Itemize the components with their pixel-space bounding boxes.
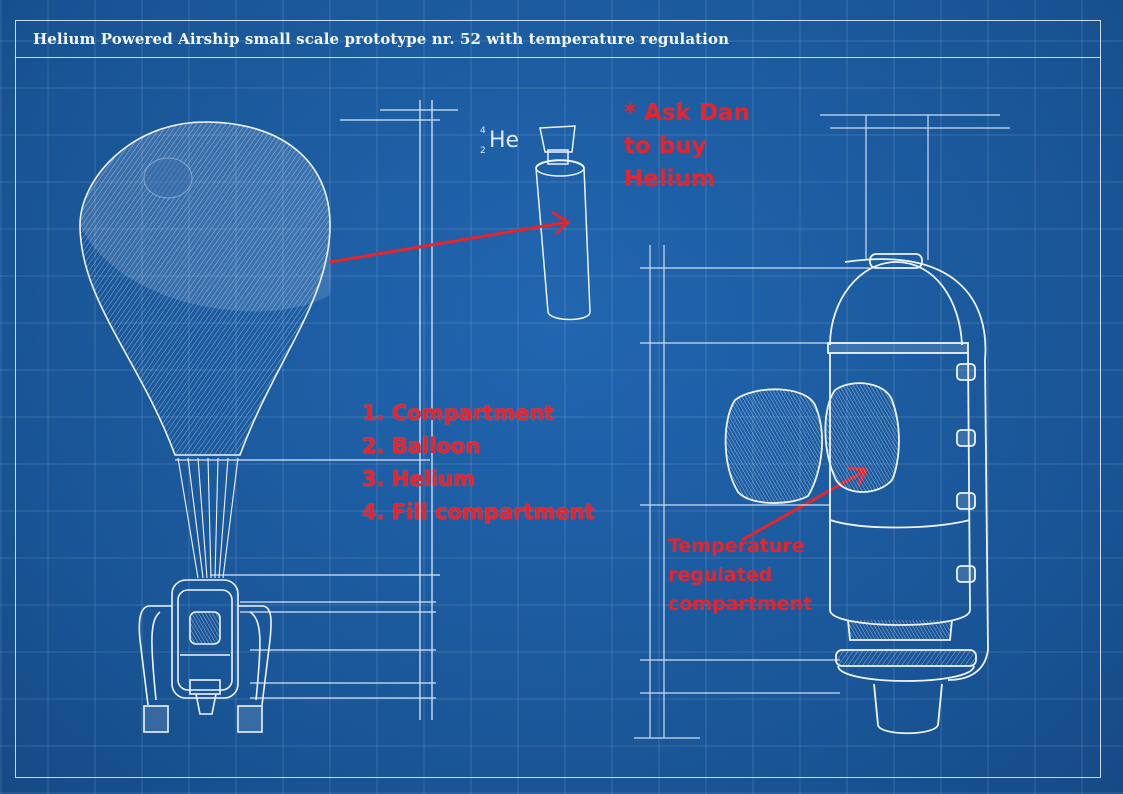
drawing-frame (15, 20, 1101, 778)
title-rule (15, 57, 1101, 58)
step-item: 2. Balloon (362, 434, 481, 458)
helium-element-label: 4 2 He (480, 126, 520, 156)
note-steps-list: 1. Compartment 2. Balloon 3. Helium 4. F… (362, 397, 595, 529)
helium-tank-drawing (535, 125, 591, 321)
note-line: * Ask Dan (624, 100, 750, 126)
temperature-compartment-drawing (724, 253, 989, 735)
step-item: 3. Helium (362, 467, 475, 491)
note-line: compartment (668, 593, 813, 615)
helium-mass-number: 4 (480, 126, 486, 136)
note-line: regulated (668, 564, 773, 586)
page-title: Helium Powered Airship small scale proto… (33, 30, 730, 48)
note-temperature-compartment: Temperature regulated compartment (668, 532, 812, 619)
gondola-drawing (138, 579, 272, 733)
step-item: 4. Fill compartment (362, 500, 595, 524)
balloon-drawing (79, 121, 331, 579)
note-line: Helium (624, 166, 715, 192)
note-line: to buy (624, 133, 707, 159)
note-line: Temperature (668, 535, 805, 557)
helium-atomic-number: 2 (480, 146, 486, 156)
step-item: 1. Compartment (362, 401, 555, 425)
helium-symbol: He (489, 128, 520, 153)
note-ask-dan: * Ask Dan to buy Helium (624, 97, 750, 196)
